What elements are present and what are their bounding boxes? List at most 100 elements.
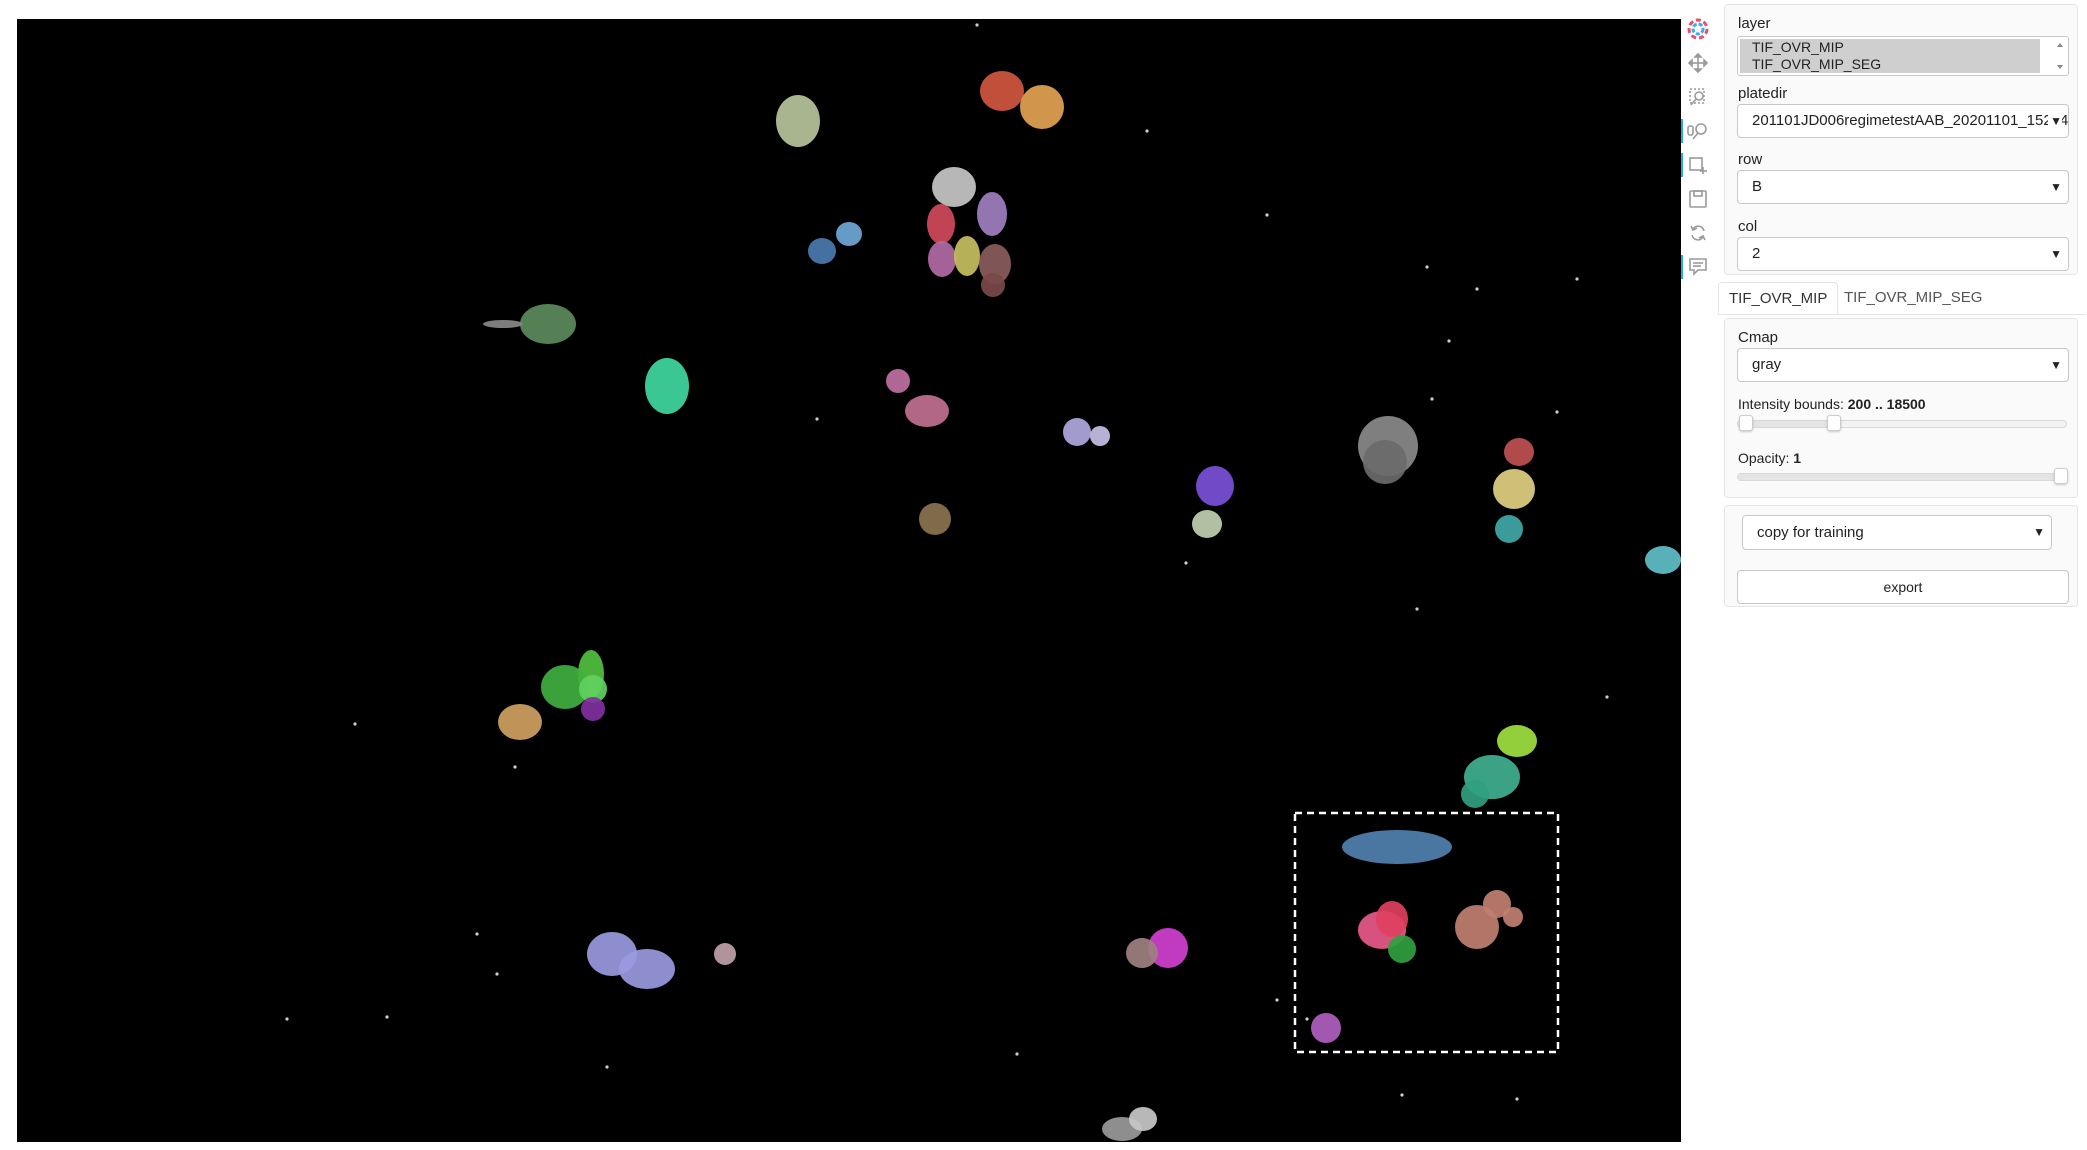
debris-speck (1555, 410, 1559, 414)
intensity-range-slider[interactable] (1737, 415, 2067, 431)
row-label: row (1738, 151, 1763, 168)
intensity-min-handle[interactable] (1738, 415, 1753, 431)
tab-tif-ovr-mip[interactable]: TIF_OVR_MIP (1718, 282, 1839, 314)
cell-blob (979, 244, 1011, 284)
cell-blob (919, 503, 951, 535)
cell-blob (581, 697, 605, 721)
chevron-down-icon: ▼ (2048, 238, 2062, 270)
cell-blob (1342, 830, 1452, 864)
cell-blob (1495, 515, 1523, 543)
tab-tif-ovr-mip-seg[interactable]: TIF_OVR_MIP_SEG (1844, 289, 1983, 306)
wheel-zoom-icon[interactable] (1681, 116, 1713, 146)
debris-speck (475, 932, 479, 936)
export-action-select[interactable]: copy for training ▼ (1742, 515, 2052, 550)
debris-speck (1605, 695, 1609, 699)
opacity-slider[interactable] (1737, 468, 2068, 484)
cell-blob (1645, 546, 1681, 574)
cell-blob (1455, 905, 1499, 949)
image-canvas[interactable] (17, 19, 1681, 1142)
debris-speck (605, 1065, 609, 1069)
debris-speck (975, 23, 979, 27)
cell-blob (932, 167, 976, 207)
selection-widgets-panel: layer TIF_OVR_MIP TIF_OVR_MIP_SEG plated… (1724, 4, 2078, 275)
pan-icon[interactable] (1683, 48, 1713, 78)
debris-speck (1015, 1052, 1019, 1056)
intensity-max-handle[interactable] (1827, 415, 1842, 431)
row-select[interactable]: B ▼ (1737, 170, 2069, 204)
cell-blob (483, 320, 523, 328)
cell-blob (1020, 85, 1064, 129)
debris-speck (495, 972, 499, 976)
layer-tabs: TIF_OVR_MIP TIF_OVR_MIP_SEG (1718, 282, 2086, 315)
hover-icon[interactable] (1681, 252, 1713, 282)
debris-speck (1575, 277, 1579, 281)
box-zoom-icon[interactable] (1683, 82, 1713, 112)
intensity-range-fill (1745, 421, 1835, 427)
cell-blob (498, 704, 542, 740)
cell-blob (905, 395, 949, 427)
col-select[interactable]: 2 ▼ (1737, 237, 2069, 271)
cmap-value: gray (1752, 356, 1782, 373)
layer-scrollbar[interactable] (2054, 39, 2066, 73)
debris-speck (1265, 213, 1269, 217)
cell-blob (1493, 469, 1535, 509)
export-panel: copy for training ▼ export (1724, 505, 2078, 607)
cell-blob (886, 369, 910, 393)
debris-speck (1184, 561, 1188, 565)
cell-blob (579, 675, 607, 703)
layer-option[interactable]: TIF_OVR_MIP (1740, 39, 2040, 56)
opacity-value: 1 (1793, 450, 1802, 466)
cell-blob (714, 943, 736, 965)
debris-speck (1275, 998, 1279, 1002)
cell-blob (927, 204, 955, 244)
cell-blob (1388, 935, 1416, 963)
cell-blob (1376, 901, 1408, 937)
opacity-title: Opacity: (1738, 450, 1794, 466)
cell-blob (1311, 1013, 1341, 1043)
opacity-label: Opacity: 1 (1738, 450, 1801, 466)
box-edit-icon[interactable] (1681, 150, 1713, 180)
debris-speck (513, 765, 517, 769)
cell-blob (1063, 418, 1091, 446)
platedir-select[interactable]: 201101JD006regimetestAAB_20201101_152244… (1737, 104, 2069, 138)
cell-blob (1497, 725, 1537, 757)
cell-blob (1126, 938, 1158, 968)
chevron-down-icon: ▼ (2031, 516, 2045, 549)
save-icon[interactable] (1683, 184, 1713, 214)
reset-icon[interactable] (1683, 218, 1713, 248)
debris-speck (1425, 265, 1429, 269)
cell-blob (1363, 440, 1407, 484)
layer-label: layer (1738, 15, 1771, 32)
cell-blob (1503, 907, 1523, 927)
debris-speck (1430, 397, 1434, 401)
col-value: 2 (1752, 245, 1761, 262)
cell-blob (1461, 780, 1489, 808)
debris-speck (353, 722, 357, 726)
layer-settings-panel: Cmap gray ▼ Intensity bounds: 200 .. 185… (1724, 318, 2078, 498)
cell-blob (808, 238, 836, 264)
segmentation-overlay (285, 23, 1681, 1141)
layer-multiselect[interactable]: TIF_OVR_MIP TIF_OVR_MIP_SEG (1737, 36, 2069, 76)
debris-speck (1415, 607, 1419, 611)
layer-option[interactable]: TIF_OVR_MIP_SEG (1740, 56, 2040, 73)
platedir-value: 201101JD006regimetestAAB_20201101_152244 (1752, 112, 2069, 129)
debris-speck (385, 1015, 389, 1019)
debris-speck (1447, 339, 1451, 343)
debris-speck (1475, 287, 1479, 291)
cmap-select[interactable]: gray ▼ (1737, 348, 2069, 382)
cell-blob (981, 273, 1005, 297)
opacity-handle[interactable] (2054, 468, 2068, 484)
debris-speck (1305, 1017, 1309, 1021)
debris-speck (285, 1017, 289, 1021)
bokeh-logo-icon[interactable] (1683, 14, 1713, 44)
cell-blob (520, 304, 576, 344)
cell-blob (980, 71, 1024, 111)
col-label: col (1738, 218, 1758, 235)
cell-blob (541, 665, 589, 709)
intensity-bounds-value: 200 .. 18500 (1847, 396, 1926, 412)
cell-blob (1192, 510, 1222, 538)
cell-blob (977, 192, 1007, 236)
intensity-bounds-title: Intensity bounds: (1738, 396, 1848, 412)
export-button[interactable]: export (1737, 570, 2069, 604)
cell-blob (1196, 466, 1234, 506)
